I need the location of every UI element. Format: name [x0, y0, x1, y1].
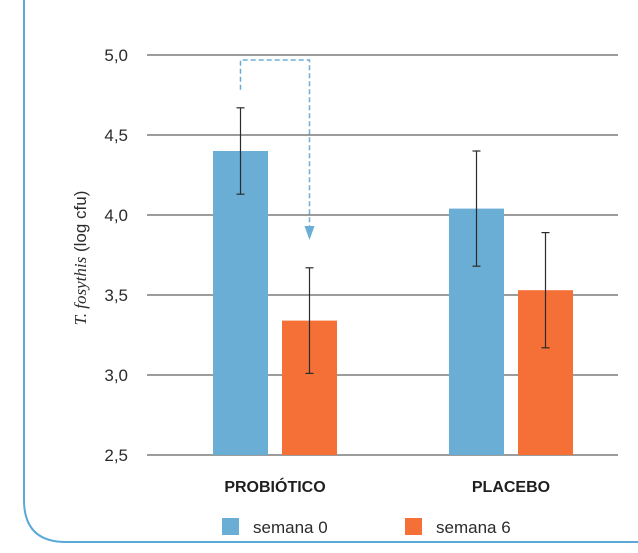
x-axis-categories: PROBIÓTICO PLACEBO	[224, 477, 550, 496]
y-axis-label-italic: T. fosythis	[71, 256, 90, 325]
legend-label: semana 6	[436, 518, 511, 537]
y-tick-label: 3,0	[104, 366, 128, 385]
annotation-arrowhead	[304, 226, 315, 240]
legend-swatch	[222, 518, 239, 535]
y-tick-label: 2,5	[104, 446, 128, 465]
y-tick-label: 4,0	[104, 206, 128, 225]
legend-label: semana 0	[253, 518, 328, 537]
legend: semana 0 semana 6	[222, 518, 511, 537]
y-tick-label: 4,5	[104, 126, 128, 145]
bars	[213, 151, 573, 455]
y-tick-label: 5,0	[104, 46, 128, 65]
x-category-label: PLACEBO	[472, 479, 550, 496]
bar-semana-0	[213, 151, 268, 455]
panel-border	[23, 0, 638, 543]
annotation-dashed-line	[239, 59, 311, 226]
y-axis-label-unit: (log cfu)	[71, 191, 90, 257]
error-bars	[236, 107, 550, 374]
y-tick-label: 3,5	[104, 286, 128, 305]
annotation-arrow	[239, 59, 315, 240]
x-category-label: PROBIÓTICO	[224, 477, 325, 496]
legend-swatch	[405, 518, 422, 535]
y-axis-ticks: 2,5 3,0 3,5 4,0 4,5 5,0	[104, 46, 128, 465]
y-axis-label: T. fosythis (log cfu)	[71, 191, 90, 326]
